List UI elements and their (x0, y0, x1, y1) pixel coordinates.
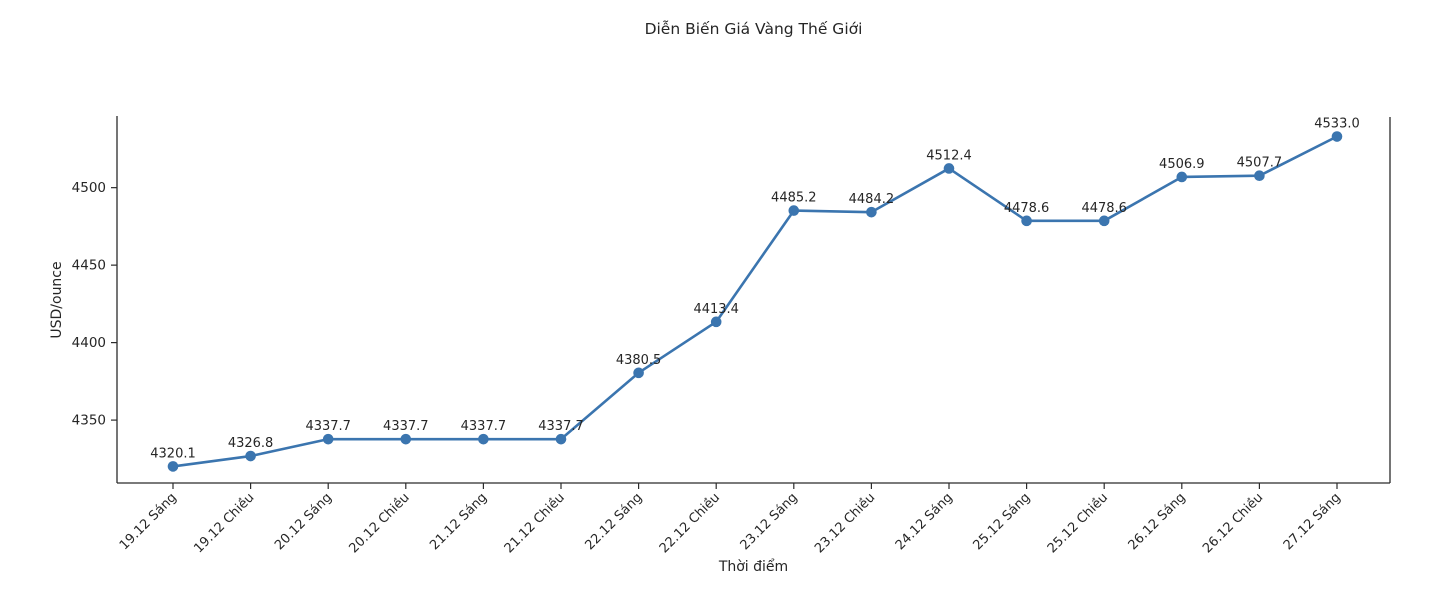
x-tick-label: 23.12 Sáng (738, 490, 801, 553)
data-point (633, 367, 644, 379)
y-tick-label: 4500 (72, 180, 106, 196)
data-point-label: 4478.6 (1004, 201, 1050, 216)
x-tick-label: 22.12 Chiều (657, 490, 723, 556)
x-tick-label: 21.12 Chiều (502, 490, 568, 556)
y-tick-label: 4400 (72, 335, 106, 351)
data-point (1331, 131, 1343, 142)
data-point (478, 433, 489, 445)
data-point-label: 4507.7 (1237, 156, 1283, 171)
data-point (1254, 170, 1265, 182)
data-point (245, 450, 256, 462)
data-point (943, 163, 955, 174)
data-point (167, 461, 179, 472)
x-tick-label: 20.12 Sáng (272, 490, 335, 553)
data-point-label: 4478.6 (1081, 201, 1127, 216)
x-tick-label: 25.12 Chiều (1045, 490, 1111, 556)
x-tick-label: 22.12 Sáng (582, 490, 645, 553)
data-point (866, 206, 877, 218)
x-tick-label: 27.12 Sáng (1281, 490, 1344, 553)
y-tick-label: 4350 (72, 413, 106, 429)
x-axis-label: Thời điểm (718, 559, 789, 575)
data-point-label: 4326.8 (228, 436, 274, 451)
data-point-label: 4484.2 (849, 192, 895, 207)
x-tick-label: 20.12 Chiều (347, 490, 413, 556)
data-point-label: 4337.7 (383, 419, 429, 434)
data-point (788, 205, 800, 216)
x-tick-label: 25.12 Sáng (970, 490, 1033, 553)
data-point-label: 4506.9 (1159, 157, 1205, 172)
x-tick-label: 26.12 Chiều (1200, 490, 1266, 556)
data-point (555, 433, 567, 445)
data-point-label: 4512.4 (926, 148, 972, 163)
x-tick-label: 21.12 Sáng (427, 490, 490, 553)
price-line (171, 135, 1339, 468)
y-tick-label: 4450 (72, 258, 106, 274)
data-point (710, 316, 722, 328)
data-point-label: 4320.1 (150, 446, 196, 461)
data-point (400, 433, 412, 445)
x-tick-label: 19.12 Sáng (117, 490, 180, 553)
data-point-label: 4413.4 (693, 302, 739, 317)
data-point-label: 4380.5 (616, 353, 662, 368)
data-point-label: 4337.7 (305, 419, 351, 434)
data-point (1021, 215, 1032, 227)
x-tick-label: 26.12 Sáng (1126, 490, 1189, 553)
data-point (1176, 171, 1188, 183)
x-tick-label: 24.12 Sáng (893, 490, 956, 553)
data-point-label: 4337.7 (538, 419, 584, 434)
data-point-label: 4485.2 (771, 191, 817, 206)
chart-title: Diễn Biến Giá Vàng Thế Giới (644, 20, 863, 38)
data-point (322, 433, 334, 445)
x-tick-label: 23.12 Chiều (812, 490, 878, 556)
data-point (1098, 215, 1110, 227)
x-tick-label: 19.12 Chiều (191, 490, 257, 556)
data-point-label: 4533.0 (1314, 117, 1360, 132)
data-point-label: 4337.7 (461, 419, 507, 434)
